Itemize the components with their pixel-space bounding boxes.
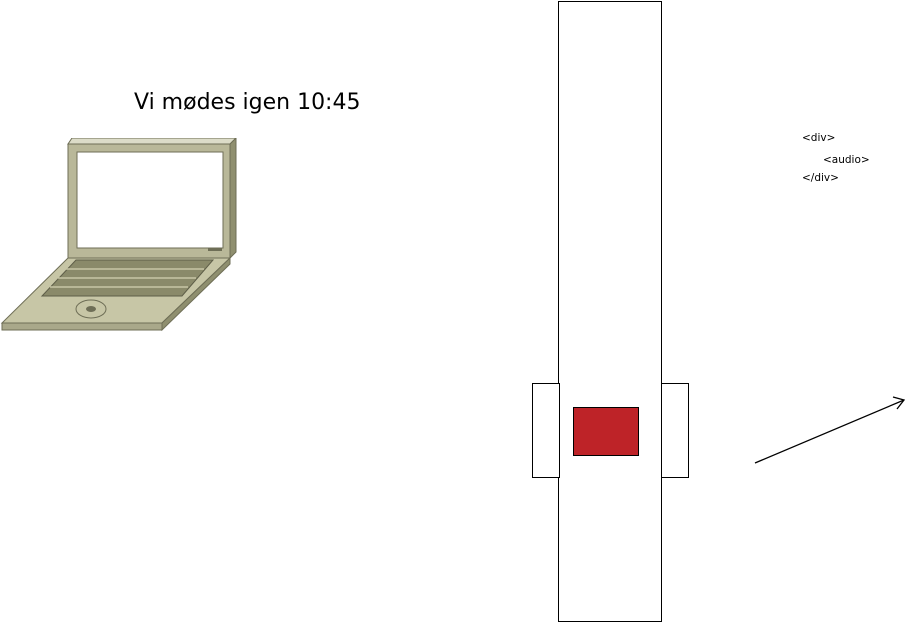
left-side-tab bbox=[532, 383, 560, 478]
code-line-div-open: <div> bbox=[802, 132, 836, 144]
code-line-audio: <audio> bbox=[823, 154, 870, 166]
right-side-tab bbox=[661, 383, 689, 478]
caption-text: Vi mødes igen 10:45 bbox=[134, 90, 361, 115]
tower-column bbox=[558, 1, 662, 622]
code-line-div-close: </div> bbox=[802, 172, 839, 184]
arrow-icon bbox=[754, 396, 906, 464]
laptop-icon bbox=[0, 138, 237, 332]
red-block bbox=[573, 407, 639, 456]
